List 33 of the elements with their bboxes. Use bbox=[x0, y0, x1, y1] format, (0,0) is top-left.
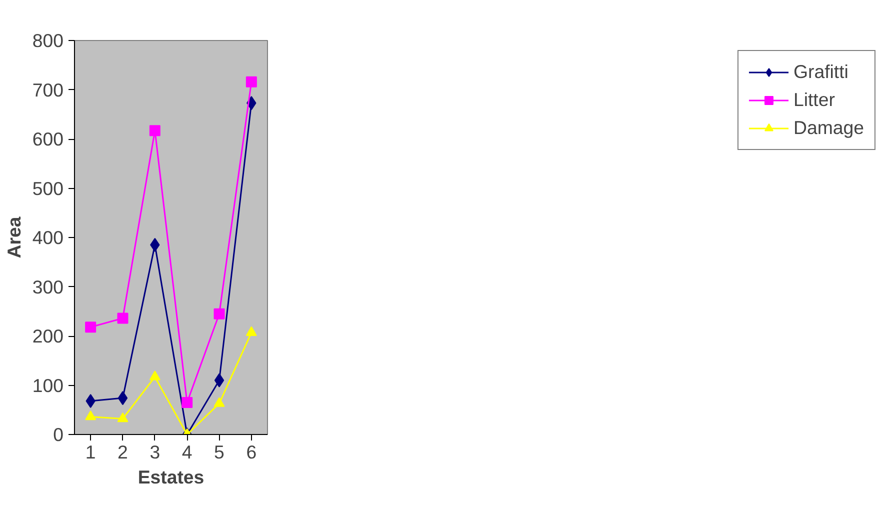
point bbox=[246, 76, 257, 88]
point bbox=[246, 326, 257, 336]
y-tick-label: 400 bbox=[32, 227, 64, 248]
x-tick-label: 5 bbox=[214, 442, 224, 462]
legend-label: Litter bbox=[793, 89, 835, 111]
y-tick-label: 200 bbox=[32, 326, 64, 346]
point bbox=[118, 391, 128, 406]
point bbox=[149, 125, 160, 136]
x-tick-label: 1 bbox=[85, 442, 96, 462]
legend-label: Damage bbox=[793, 117, 864, 139]
x-axis-title: Estates bbox=[138, 466, 204, 488]
legend-label: Grafitti bbox=[793, 61, 848, 83]
point bbox=[85, 322, 96, 333]
y-tick-label: 600 bbox=[32, 128, 64, 150]
point bbox=[85, 410, 96, 420]
point bbox=[117, 312, 128, 324]
y-tick-label: 500 bbox=[32, 178, 64, 199]
y-tick-label: 800 bbox=[32, 30, 64, 51]
point bbox=[182, 396, 193, 408]
y-tick-label: 300 bbox=[32, 276, 64, 298]
y-tick-label: 100 bbox=[32, 374, 64, 396]
point bbox=[214, 308, 225, 320]
y-axis-title: Area bbox=[3, 216, 24, 258]
point bbox=[214, 373, 224, 388]
point bbox=[117, 412, 128, 422]
point bbox=[214, 397, 225, 407]
x-tick-label: 2 bbox=[118, 442, 128, 462]
y-tick-label: 0 bbox=[53, 424, 64, 445]
x-tick-label: 3 bbox=[150, 442, 160, 462]
y-tick-label: 700 bbox=[32, 79, 64, 100]
x-tick-label: 6 bbox=[246, 442, 257, 462]
point bbox=[149, 370, 160, 380]
x-tick-label: 4 bbox=[182, 442, 192, 462]
